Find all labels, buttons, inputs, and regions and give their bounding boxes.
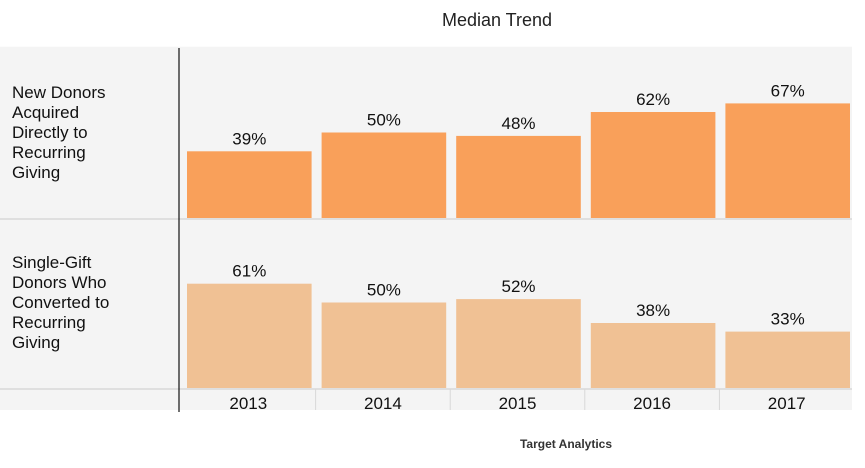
- bar-new-donors-2015: [456, 135, 581, 218]
- value-label: 33%: [771, 310, 805, 329]
- bars: [187, 103, 850, 388]
- row-label-single-gift-donors: Single-Gift Donors Who Converted to Recurri…: [12, 253, 109, 352]
- x-tick-label: 2014: [364, 394, 402, 413]
- bar-single-gift-2013: [187, 283, 312, 388]
- x-tick-label: 2016: [633, 394, 671, 413]
- x-tick-label: 2013: [229, 394, 267, 413]
- bar-new-donors-2017: [725, 103, 850, 218]
- row-label-new-donors: New Donors Acquired Directly to Recurring Gi…: [12, 83, 106, 182]
- x-tick-label: 2015: [499, 394, 537, 413]
- value-label: 48%: [501, 114, 535, 133]
- value-label: 50%: [367, 111, 401, 130]
- x-axis-tick-labels: 2013 2014 2015 2016 2017: [229, 394, 805, 413]
- value-label: 61%: [232, 262, 266, 281]
- bar-single-gift-2016: [590, 323, 716, 388]
- value-label: 38%: [636, 301, 670, 320]
- source-credit: Target Analytics: [520, 437, 612, 451]
- value-label: 39%: [232, 129, 266, 148]
- value-label: 52%: [501, 277, 535, 296]
- x-tick-label: 2017: [768, 394, 806, 413]
- value-label: 67%: [771, 81, 805, 100]
- value-label: 62%: [636, 90, 670, 109]
- bar-new-donors-2016: [590, 112, 716, 218]
- bar-new-donors-2014: [321, 132, 447, 218]
- value-labels: 39% 50% 48% 62% 67% 61% 50% 52% 38% 33%: [232, 81, 804, 328]
- chart-title: Median Trend: [442, 10, 552, 30]
- bar-new-donors-2013: [187, 151, 312, 218]
- row-separators: [0, 45, 852, 410]
- bar-single-gift-2014: [321, 302, 447, 388]
- value-label: 50%: [367, 281, 401, 300]
- bar-single-gift-2017: [725, 331, 850, 388]
- bar-single-gift-2015: [456, 299, 581, 388]
